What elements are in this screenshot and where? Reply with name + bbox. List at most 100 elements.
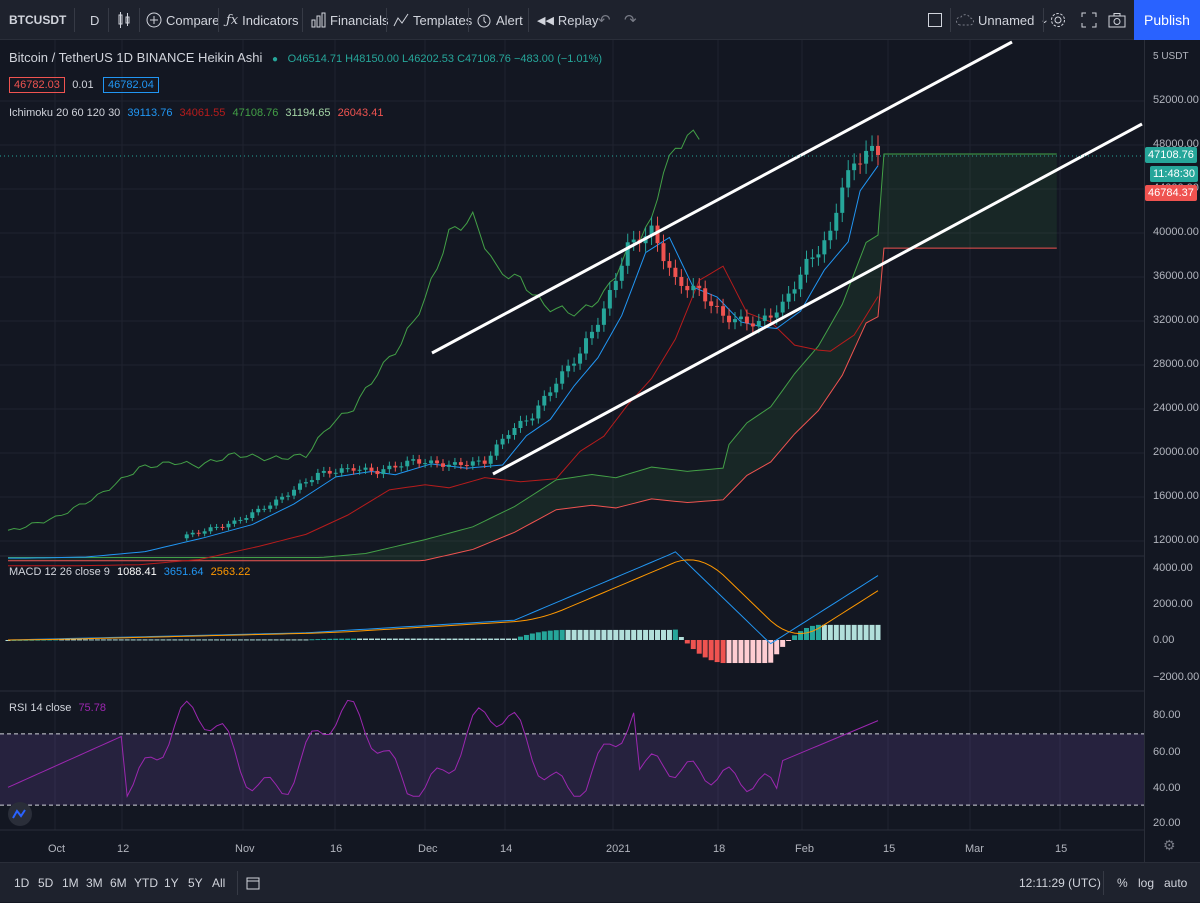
goto-date-button[interactable] (246, 863, 260, 903)
macd-histogram-bar (202, 639, 208, 641)
macd-histogram-bar (273, 639, 279, 641)
symbol-title: Bitcoin / TetherUS 1D BINANCE Heikin Ash… (9, 50, 263, 65)
calendar-icon (246, 877, 260, 890)
rewind-icon: ◀◀ (537, 14, 554, 27)
macd-histogram-bar (720, 640, 726, 664)
toolbar-divider (218, 8, 219, 32)
chart-area[interactable]: Bitcoin / TetherUS 1D BINANCE Heikin Ash… (0, 40, 1144, 862)
candle-body (816, 254, 821, 258)
fullscreen-button[interactable] (1081, 0, 1097, 40)
range-button-1m[interactable]: 1M (62, 876, 79, 890)
countdown-tag: 11:48:30 (1150, 166, 1199, 182)
publish-button[interactable]: Publish (1134, 0, 1200, 40)
main-legend: Bitcoin / TetherUS 1D BINANCE Heikin Ash… (9, 50, 602, 65)
span-a-line (8, 153, 1057, 558)
financials-label: Financials (330, 12, 389, 28)
candle-body (548, 392, 553, 396)
macd-histogram-bar (351, 638, 357, 640)
candle-body (369, 467, 374, 471)
replay-button[interactable]: ◀◀ Replay (537, 0, 598, 40)
macd-histogram-bar (500, 638, 506, 640)
range-button-3m[interactable]: 3M (86, 876, 103, 890)
redo-icon[interactable]: ↷ (624, 12, 637, 29)
price-scale[interactable]: 5 USDT 52000.0048000.0044000.0040000.003… (1144, 40, 1200, 862)
legend-dot: ● (272, 54, 279, 65)
interval-button[interactable]: D (90, 12, 100, 28)
macd-tick-label: 2000.00 (1153, 598, 1193, 610)
snapshot-button[interactable] (1108, 0, 1126, 40)
macd-histogram-bar (410, 638, 416, 640)
range-button-1y[interactable]: 1Y (164, 876, 179, 890)
candle-body (190, 532, 195, 535)
macd-histogram-bar (517, 636, 523, 640)
rsi-tick-label: 80.00 (1153, 709, 1181, 721)
time-tick-label: 14 (500, 843, 513, 855)
macd-histogram-bar (577, 629, 583, 640)
macd-histogram-bar (249, 639, 255, 641)
chart-canvas[interactable] (0, 40, 1144, 862)
range-button-1d[interactable]: 1D (14, 876, 30, 890)
bid-price[interactable]: 46782.03 (9, 77, 65, 93)
spread-value: 0.01 (72, 79, 94, 91)
layout-menu[interactable]: Unnamed ⌄ (956, 0, 1049, 40)
gear-icon[interactable]: ⚙ (1163, 837, 1176, 853)
toolbar-divider (74, 8, 75, 32)
compare-button[interactable]: Compare (146, 0, 219, 40)
candle-body (768, 315, 773, 318)
macd-histogram-bar (529, 633, 535, 640)
range-button-6m[interactable]: 6M (110, 876, 127, 890)
candle-body (607, 290, 612, 309)
candle-body (613, 280, 618, 291)
undo-icon[interactable]: ↶ (598, 12, 611, 29)
macd-histogram-bar (404, 638, 410, 640)
log-toggle[interactable]: log (1138, 876, 1155, 890)
trend-line-lower (492, 122, 1143, 476)
candle-body (393, 465, 398, 468)
range-button-all[interactable]: All (212, 876, 226, 890)
candle-body (578, 353, 583, 364)
macd-histogram-bar (392, 638, 398, 640)
clock-time[interactable]: 12:11:29 (UTC) (1019, 876, 1101, 890)
macd-histogram-bar (321, 638, 327, 640)
macd-histogram-bar (386, 638, 392, 640)
fullscreen-toggle[interactable] (927, 0, 943, 40)
candle-body (530, 418, 535, 421)
candle-body (721, 306, 726, 316)
indicators-button[interactable]: ƒx Indicators (226, 0, 299, 40)
currency-label[interactable]: 5 USDT (1153, 51, 1189, 62)
candle-body (780, 301, 785, 313)
candle-body (506, 434, 511, 439)
range-button-ytd[interactable]: YTD (134, 876, 158, 890)
chikou-value: 47108.76 (232, 107, 279, 119)
symbol-search[interactable]: BTCUSDT (9, 13, 67, 27)
tradingview-logo[interactable] (8, 802, 32, 826)
top-toolbar: BTCUSDT D Compare ƒx Indicators Financia… (0, 0, 1200, 40)
ask-price[interactable]: 46782.04 (103, 77, 159, 93)
macd-histogram-bar (339, 638, 345, 640)
candle-body (381, 469, 386, 475)
alert-button[interactable]: Alert (476, 0, 523, 40)
templates-button[interactable]: Templates (393, 0, 472, 40)
candle-body (512, 428, 517, 435)
auto-toggle[interactable]: auto (1164, 876, 1188, 890)
rsi-line (7, 699, 879, 798)
financials-button[interactable]: Financials (310, 0, 389, 40)
range-button-5d[interactable]: 5D (38, 876, 54, 890)
chart-style-button[interactable] (116, 0, 132, 40)
settings-button[interactable] (1050, 0, 1066, 40)
candle-body (429, 460, 434, 464)
macd-histogram-bar (184, 639, 190, 641)
candle-body (876, 145, 880, 155)
percent-toggle[interactable]: % (1117, 876, 1128, 890)
macd-histogram-bar (88, 639, 94, 641)
macd-tick-label: 4000.00 (1153, 562, 1193, 574)
macd-histogram-bar (279, 639, 285, 641)
ohlc-values: O46514.71 H48150.00 L46202.53 C47108.76 … (287, 53, 603, 65)
candle-body (727, 315, 732, 323)
macd-histogram-bar (5, 640, 11, 641)
macd-histogram-bar (786, 640, 792, 641)
toolbar-divider (386, 8, 387, 32)
candle-body (303, 482, 308, 484)
range-button-5y[interactable]: 5Y (188, 876, 203, 890)
candle-body (280, 496, 285, 500)
